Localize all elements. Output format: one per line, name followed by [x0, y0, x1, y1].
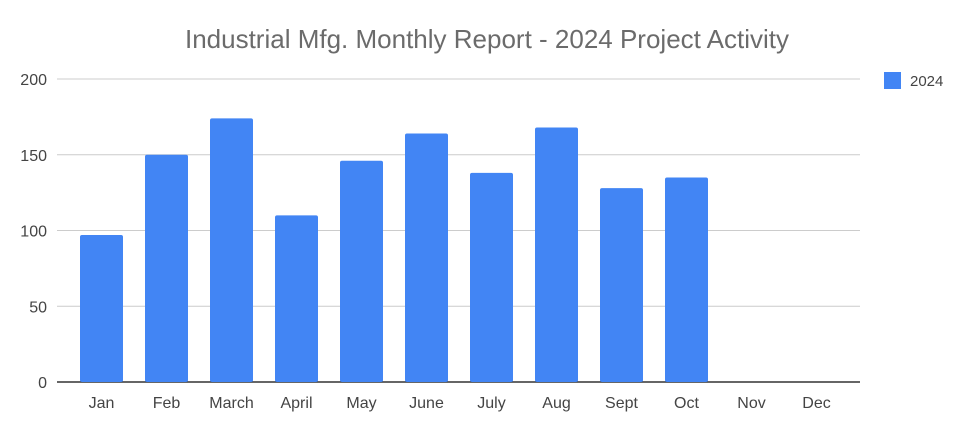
grid-layer	[57, 78, 860, 383]
x-tick-label-march: March	[209, 395, 253, 412]
x-tick-label-feb: Feb	[153, 395, 181, 412]
x-tick-label-oct: Oct	[674, 395, 699, 412]
legend-swatch-2024	[884, 72, 901, 89]
x-tick-label-july: July	[477, 395, 505, 412]
bar-oct	[665, 177, 708, 382]
bar-sept	[600, 188, 643, 382]
bar-jan	[80, 235, 123, 382]
y-tick-label: 150	[20, 148, 47, 165]
bar-aug	[535, 127, 578, 382]
bar-feb	[145, 154, 188, 382]
bar-march	[210, 118, 253, 382]
bar-may	[340, 160, 383, 382]
bars	[80, 118, 708, 382]
bar-april	[275, 215, 318, 382]
chart-title: Industrial Mfg. Monthly Report - 2024 Pr…	[185, 24, 789, 54]
x-axis-ticks: Jan Feb March April May June July Aug Sept Oct Nov…	[89, 395, 831, 412]
legend-label-2024: 2024	[910, 73, 943, 90]
bar-july	[470, 172, 513, 382]
x-tick-label-nov: Nov	[737, 395, 765, 412]
y-tick-label: 100	[20, 224, 47, 241]
x-tick-label-april: April	[280, 395, 312, 412]
x-tick-label-sept: Sept	[605, 395, 638, 412]
x-tick-label-dec: Dec	[802, 395, 830, 412]
y-axis-ticks: 0 50 100 150 200	[20, 72, 47, 392]
x-tick-label-jan: Jan	[89, 395, 115, 412]
y-tick-label: 200	[20, 72, 47, 89]
bar-june	[405, 133, 448, 382]
legend: 2024	[884, 72, 943, 90]
y-tick-label: 0	[38, 375, 47, 392]
x-tick-label-june: June	[409, 395, 444, 412]
x-tick-label-aug: Aug	[542, 395, 570, 412]
x-tick-label-may: May	[346, 395, 376, 412]
y-tick-label: 50	[29, 299, 47, 316]
